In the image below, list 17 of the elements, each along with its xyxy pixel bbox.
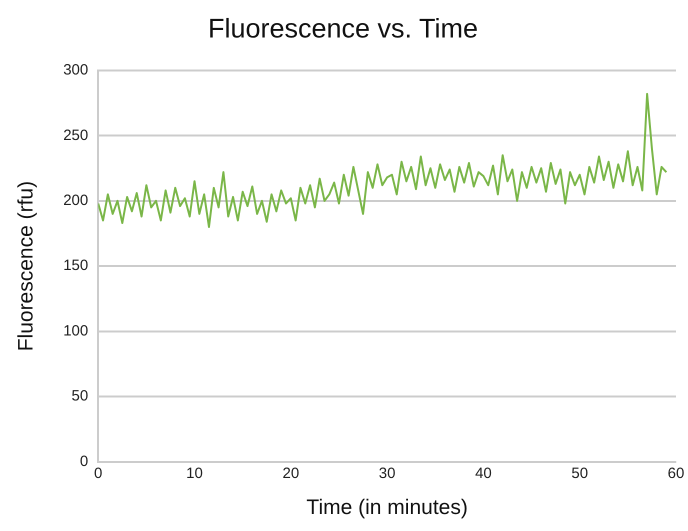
y-tick-label: 150 [63,257,88,274]
x-axis-title: Time (in minutes) [306,496,468,520]
x-tick-label: 30 [378,464,396,482]
y-tick-label: 0 [80,452,88,470]
chart-title: Fluorescence vs. Time [208,14,478,44]
y-tick-label: 250 [63,126,88,144]
x-tick-label: 0 [94,464,102,482]
x-tick-label: 40 [475,464,492,482]
y-tick-label: 50 [72,388,88,405]
x-tick-label: 60 [668,464,684,482]
y-tick-label: 200 [63,192,88,210]
y-tick-label: 100 [63,322,88,340]
y-axis-title: Fluorescence (rfu) [14,180,38,352]
x-tick-label: 20 [282,464,300,482]
x-tick-label: 10 [186,464,203,482]
x-tick-label: 50 [571,464,588,482]
y-tick-label: 300 [63,62,88,79]
